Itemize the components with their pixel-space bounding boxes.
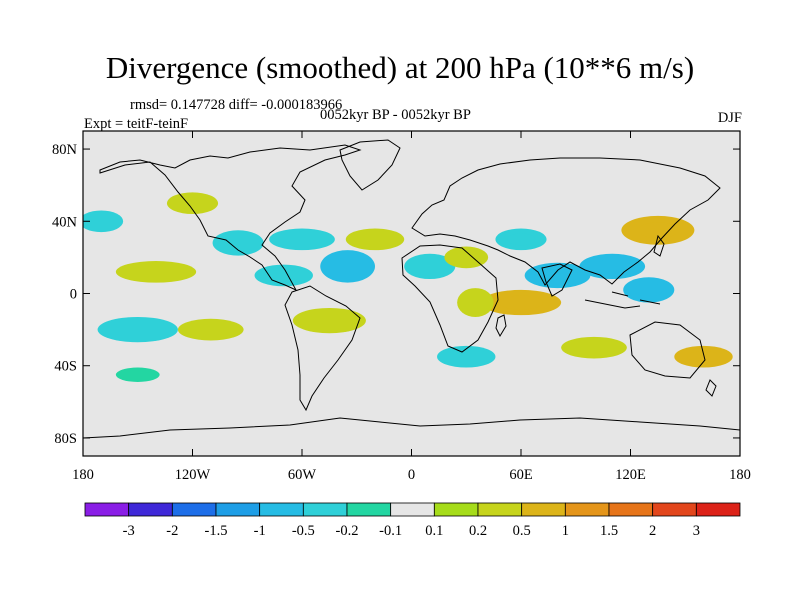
x-tick-label: 0 — [408, 467, 415, 483]
colorbar-swatch — [433, 502, 479, 517]
colorbar-label: -0.2 — [336, 523, 359, 539]
season-label: DJF — [717, 110, 742, 126]
field-blob — [457, 288, 494, 317]
colorbar-swatch — [477, 502, 523, 517]
colorbar-swatch — [346, 502, 392, 517]
y-tick-label: 40N — [52, 214, 78, 230]
experiment-label: Expt = teitF-teinF — [84, 116, 189, 132]
colorbar-label: -0.5 — [292, 523, 315, 539]
y-tick-label: 80N — [52, 142, 78, 158]
colorbar-swatch — [564, 502, 610, 517]
field-blob — [166, 192, 219, 215]
colorbar-label: -1.5 — [205, 523, 228, 539]
field-blob — [177, 318, 244, 341]
colorbar-swatch — [128, 502, 173, 517]
field-core — [539, 268, 576, 283]
field-core — [637, 222, 678, 239]
field-core — [498, 295, 544, 310]
x-tick-label: 120W — [175, 467, 211, 483]
field-blob — [404, 253, 456, 280]
field-core — [267, 269, 300, 282]
field-core — [687, 350, 720, 363]
colorbar-swatch — [171, 502, 217, 517]
x-tick-label: 180 — [72, 467, 94, 483]
colorbar-label: -2 — [166, 523, 178, 539]
field-core — [594, 259, 631, 274]
colorbar-label: 1 — [562, 523, 569, 539]
colorbar: -3 -2 -1.5 -1 -0.5 -0.2 -0.1 0.1 0.2 0.5 1 1.5 2 3 — [84, 502, 741, 539]
field-blob — [345, 228, 405, 251]
colorbar-swatch — [521, 502, 566, 517]
colorbar-swatch — [215, 502, 261, 517]
field-blob — [561, 336, 627, 359]
colorbar-swatch — [652, 502, 697, 517]
colorbar-label: 3 — [693, 523, 700, 539]
field-blob — [212, 230, 264, 256]
colorbar-label: -3 — [123, 523, 135, 539]
field-blob — [115, 367, 160, 382]
divergence-field — [83, 192, 733, 382]
y-tick-label: 80S — [54, 431, 77, 447]
colorbar-swatch — [259, 502, 304, 517]
colorbar-label: 0.2 — [469, 523, 487, 539]
field-blob — [115, 261, 197, 283]
stats-label: rmsd= 0.147728 diff= -0.000183966 — [130, 97, 343, 113]
colorbar-label: 2 — [649, 523, 656, 539]
field-core — [332, 257, 363, 276]
x-tick-label: 180 — [729, 467, 751, 483]
colorbar-label: 0.1 — [425, 523, 443, 539]
colorbar-label: 0.5 — [513, 523, 531, 539]
field-blob — [437, 345, 496, 368]
chart-title: Divergence (smoothed) at 200 hPa (10**6 … — [105, 50, 695, 85]
y-tick-label: 40S — [54, 359, 77, 375]
x-tick-label: 60W — [288, 467, 317, 483]
axes: 180 120W 60W 0 60E 120E 180 80N 40N 0 40S 80S — [52, 131, 751, 483]
colorbar-swatch — [390, 502, 435, 517]
field-blob — [83, 210, 124, 233]
field-core — [506, 233, 536, 246]
period-label: 0052kyr BP - 0052kyr BP — [320, 107, 471, 123]
colorbar-swatch — [84, 502, 130, 517]
field-blob — [292, 307, 366, 334]
x-tick-label: 120E — [615, 467, 646, 483]
y-tick-label: 0 — [70, 287, 77, 303]
field-core — [634, 282, 663, 297]
field-blob — [269, 228, 335, 251]
field-blob — [444, 246, 489, 269]
colorbar-swatch — [608, 502, 654, 517]
colorbar-label: 1.5 — [600, 523, 618, 539]
x-tick-label: 60E — [509, 467, 533, 483]
colorbar-label: -1 — [254, 523, 266, 539]
coastlines — [83, 139, 740, 439]
colorbar-label: -0.1 — [379, 523, 402, 539]
colorbar-swatch — [302, 502, 348, 517]
field-blob — [97, 316, 178, 343]
colorbar-swatch — [695, 502, 741, 517]
